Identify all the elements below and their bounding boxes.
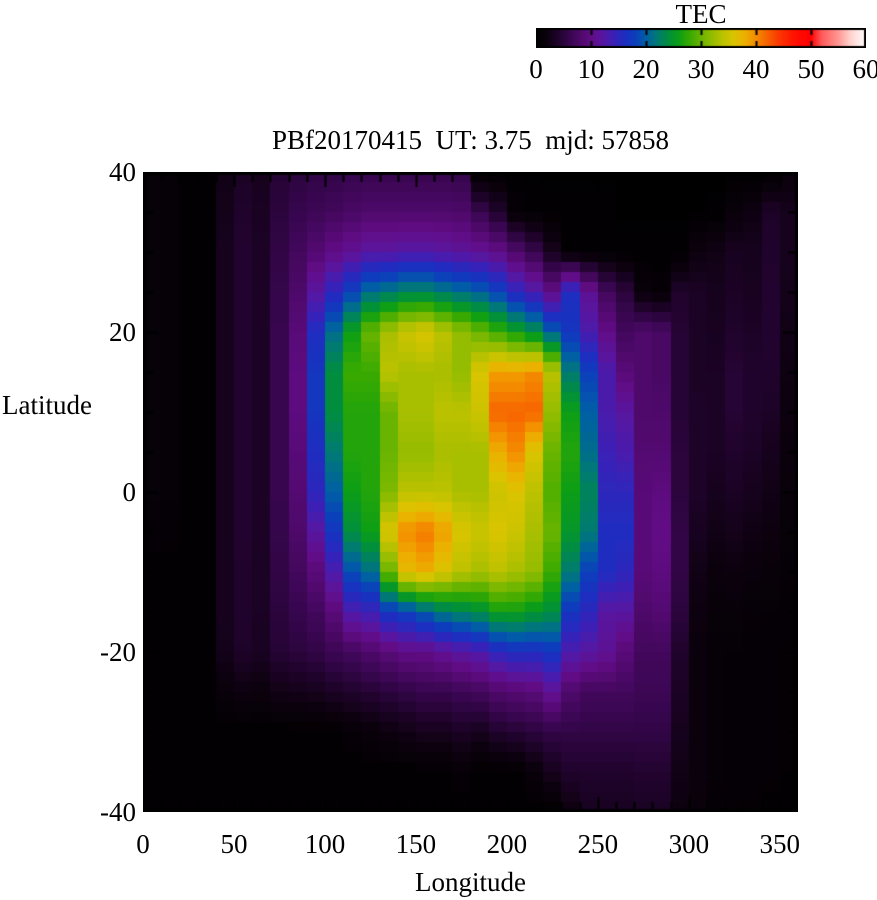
x-tick-label: 0 xyxy=(136,829,150,859)
tec-heatmap-canvas xyxy=(143,172,798,812)
colorbar-tick-label: 30 xyxy=(687,54,715,84)
y-tick-label: 0 xyxy=(122,477,137,507)
y-tick-label: -20 xyxy=(100,637,136,667)
x-tick-label: 150 xyxy=(395,829,437,859)
y-tick-label: 20 xyxy=(109,317,136,347)
colorbar-tick-label: 40 xyxy=(742,54,770,84)
y-tick-label: 40 xyxy=(109,157,136,187)
x-tick-label: 250 xyxy=(577,829,619,859)
x-tick-label: 350 xyxy=(759,829,801,859)
x-tick-label: 100 xyxy=(304,829,346,859)
colorbar-tick-label: 0 xyxy=(529,54,543,84)
colorbar-tick-label: 50 xyxy=(797,54,825,84)
x-axis-label: Longitude xyxy=(415,867,526,897)
x-tick-label: 200 xyxy=(486,829,528,859)
colorbar-gradient-canvas xyxy=(536,28,866,48)
colorbar-tick-label: 60 xyxy=(852,54,877,84)
colorbar-title: TEC xyxy=(675,0,727,29)
y-axis-label: Latitude xyxy=(2,390,92,420)
colorbar-tick-label: 10 xyxy=(577,54,605,84)
x-tick-label: 50 xyxy=(220,829,248,859)
x-tick-label: 300 xyxy=(668,829,710,859)
plot-title: PBf20170415 UT: 3.75 mjd: 57858 xyxy=(272,125,669,155)
y-tick-label: -40 xyxy=(100,797,136,827)
colorbar-tick-label: 20 xyxy=(632,54,660,84)
